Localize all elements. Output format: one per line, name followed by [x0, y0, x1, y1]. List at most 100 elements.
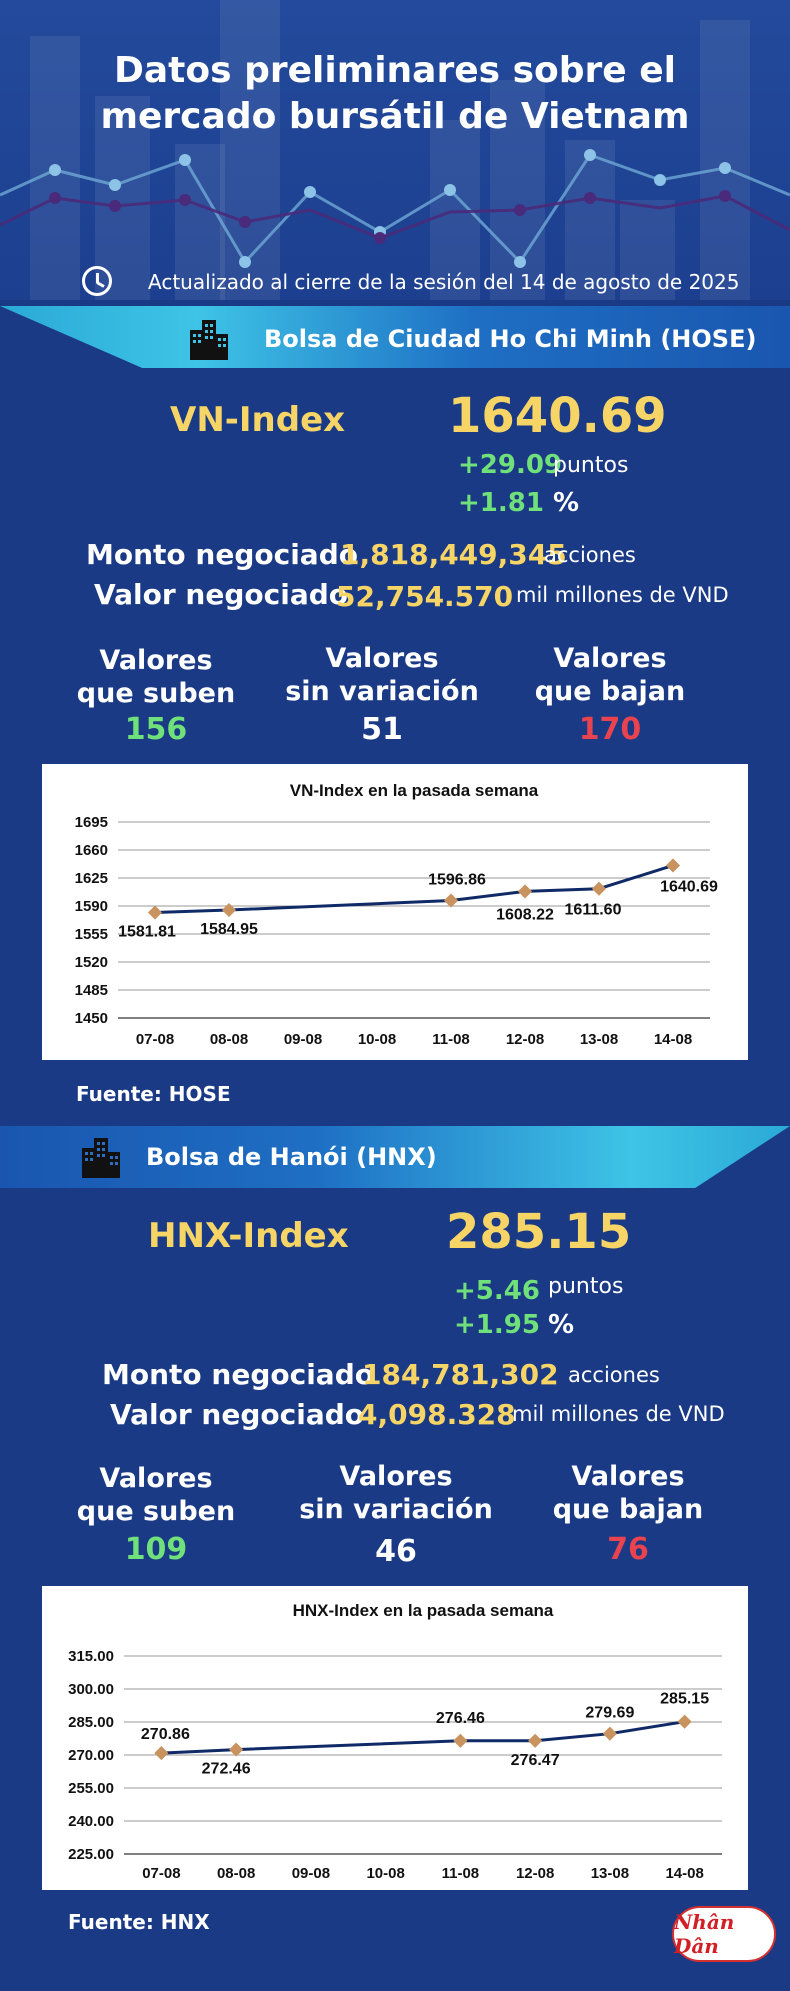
hose-volume-value: 1,818,449,345: [340, 538, 567, 571]
y-tick-label: 255.00: [68, 1780, 114, 1797]
data-label: 1584.95: [200, 921, 258, 938]
hose-banner-title: Bolsa de Ciudad Ho Chi Minh (HOSE): [264, 325, 757, 353]
x-tick-label: 12-08: [506, 1031, 544, 1048]
update-timestamp: Actualizado al cierre de la sesión del 1…: [148, 270, 740, 294]
hose-volume-label: Monto negociado: [86, 538, 358, 571]
hose-value-unit: mil millones de VND: [516, 583, 729, 607]
hose-volume-unit: acciones: [544, 543, 636, 567]
series-line: [161, 1720, 685, 1755]
x-tick-label: 13-08: [591, 1865, 629, 1882]
hose-flat-label-line1: Valores: [325, 643, 439, 674]
building-icon: [82, 1138, 120, 1178]
hnx-down-label: Valores que bajan: [538, 1460, 718, 1526]
x-tick-label: 11-08: [442, 1865, 480, 1882]
hnx-up-count: 109: [124, 1532, 188, 1567]
hnx-up-label-line1: Valores: [99, 1463, 213, 1494]
y-tick-label: 1695: [75, 814, 108, 831]
hnx-flat-label-line1: Valores: [339, 1461, 453, 1492]
data-label: 270.86: [141, 1726, 190, 1743]
x-tick-label: 13-08: [580, 1031, 618, 1048]
hnx-pct-label: %: [548, 1310, 575, 1340]
x-tick-label: 07-08: [142, 1865, 180, 1882]
hnx-points-label: puntos: [548, 1274, 624, 1299]
hnx-source: Fuente: HNX: [68, 1910, 210, 1934]
data-point: [665, 858, 681, 873]
hnx-volume-unit: acciones: [568, 1363, 660, 1387]
data-label: 1581.81: [118, 924, 176, 941]
vn-index-change-points: +29.09: [458, 450, 563, 480]
vn-index-chart-svg: VN-Index en la pasada semana 1450 1485 1520…: [75, 781, 718, 1048]
hnx-up-label: Valores que suben: [66, 1462, 246, 1528]
hose-source: Fuente: HOSE: [76, 1082, 231, 1106]
hnx-index-chart-svg: HNX-Index en la pasada semana 225.00 240.0…: [68, 1601, 722, 1882]
hose-up-label-line2: que suben: [76, 678, 236, 709]
x-tick-label: 10-08: [366, 1865, 404, 1882]
hose-flat-label: Valores sin variación: [282, 642, 482, 708]
hnx-banner-title: Bolsa de Hanói (HNX): [146, 1143, 437, 1171]
data-point: [147, 905, 163, 920]
series-line: [154, 864, 674, 915]
hose-up-count: 156: [124, 712, 188, 747]
y-tick-label: 1590: [75, 898, 108, 915]
data-label: 279.69: [585, 1705, 634, 1722]
y-tick-label: 240.00: [68, 1813, 114, 1830]
hose-up-label-line1: Valores: [99, 645, 213, 676]
hose-flat-label-line2: sin variación: [285, 676, 479, 707]
data-point: [229, 1742, 244, 1757]
chart-title: VN-Index en la pasada semana: [290, 781, 539, 800]
hnx-flat-label: Valores sin variación: [296, 1460, 496, 1526]
hose-down-label-line1: Valores: [553, 643, 667, 674]
hnx-down-count: 76: [607, 1532, 649, 1567]
data-label: 1611.60: [565, 902, 622, 919]
data-label: 276.46: [436, 1710, 485, 1727]
hnx-volume-label: Monto negociado: [102, 1358, 374, 1391]
y-tick-label: 285.00: [68, 1714, 114, 1731]
nhan-dan-logo: Nhân Dân: [672, 1906, 776, 1962]
hose-value-value: 52,754.570: [336, 580, 514, 613]
hnx-index-change-points: +5.46: [454, 1276, 540, 1306]
x-tick-label: 12-08: [516, 1865, 554, 1882]
data-label: 1608.22: [496, 906, 554, 923]
x-tick-label: 08-08: [217, 1865, 255, 1882]
hnx-down-label-line2: que bajan: [552, 1494, 704, 1525]
y-tick-label: 300.00: [68, 1681, 114, 1698]
chart-title: HNX-Index en la pasada semana: [293, 1601, 554, 1620]
hnx-value-value: 4,098.328: [358, 1398, 516, 1431]
hnx-volume-value: 184,781,302: [362, 1358, 559, 1391]
logo-text: Nhân Dân: [674, 1910, 735, 1958]
hose-up-label: Valores que suben: [66, 644, 246, 710]
y-tick-label: 1450: [75, 1010, 108, 1027]
hnx-value-label: Valor negociado: [110, 1398, 364, 1431]
hose-down-count: 170: [578, 712, 642, 747]
y-tick-label: 1625: [75, 870, 108, 887]
data-point: [528, 1733, 543, 1748]
data-point: [221, 902, 237, 918]
vn-index-change-pct: +1.81: [458, 488, 544, 518]
data-label: 1596.86: [428, 872, 486, 889]
hnx-banner: [0, 1126, 790, 1188]
page-title-line-2: mercado bursátil de Vietnam: [100, 96, 690, 137]
data-point: [154, 1746, 169, 1761]
data-point: [517, 884, 533, 899]
hose-down-label-line2: que bajan: [534, 676, 686, 707]
building-icon: [190, 320, 228, 360]
clock-icon: [82, 266, 112, 296]
x-tick-label: 09-08: [284, 1031, 322, 1048]
hose-value-label: Valor negociado: [94, 578, 348, 611]
data-point: [453, 1733, 468, 1748]
hnx-index-value: 285.15: [446, 1204, 632, 1260]
data-label: 285.15: [660, 1691, 709, 1708]
hose-flat-count: 51: [361, 712, 403, 747]
vn-index-chart: VN-Index en la pasada semana 1450 1485 1520…: [42, 764, 748, 1060]
page-title: Datos preliminares sobre el mercado burs…: [0, 48, 790, 140]
y-tick-label: 270.00: [68, 1747, 114, 1764]
vn-index-name: VN-Index: [170, 400, 346, 440]
hose-banner: [0, 306, 790, 368]
y-tick-label: 1485: [75, 982, 108, 999]
x-tick-label: 08-08: [210, 1031, 248, 1048]
y-tick-label: 1555: [75, 926, 108, 943]
hose-down-label: Valores que bajan: [520, 642, 700, 708]
y-tick-label: 1520: [75, 954, 108, 971]
data-point: [677, 1714, 692, 1729]
x-tick-label: 14-08: [654, 1031, 692, 1048]
